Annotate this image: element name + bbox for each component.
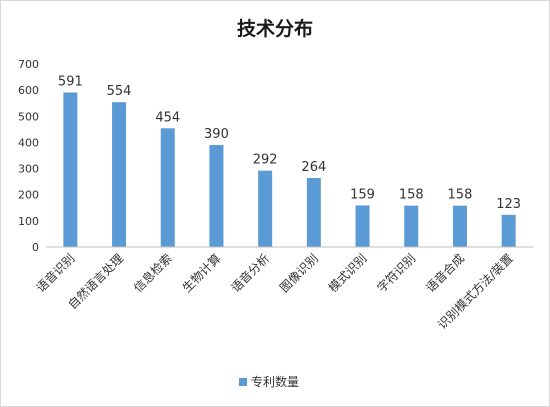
- bar: [452, 205, 467, 247]
- bar: [501, 214, 516, 247]
- bar: [258, 170, 273, 247]
- bars: 591 554 454 390 292 264 159 158 158 123: [58, 74, 521, 247]
- x-tick-label: 生物计算: [179, 251, 224, 296]
- data-label: 554: [107, 84, 132, 99]
- legend-label: 专利数量: [251, 374, 299, 389]
- y-tick-label: 400: [18, 136, 39, 149]
- bar: [306, 177, 321, 247]
- x-tick-label: 字符识别: [374, 251, 419, 296]
- data-label: 123: [496, 197, 521, 212]
- bar: [160, 128, 175, 247]
- y-tick-label: 100: [18, 215, 39, 228]
- data-label: 454: [155, 110, 180, 125]
- x-tick-label: 语音分析: [228, 251, 273, 296]
- y-tick-label: 0: [32, 241, 39, 254]
- data-label: 264: [301, 160, 326, 175]
- legend: 专利数量: [239, 374, 299, 389]
- x-tick-label: 模式识别: [326, 251, 370, 295]
- y-tick-label: 700: [18, 58, 39, 71]
- y-tick-label: 200: [18, 189, 39, 202]
- chart-title: 技术分布: [237, 17, 313, 40]
- data-label: 591: [58, 74, 83, 89]
- y-tick-label: 600: [18, 84, 39, 97]
- data-label: 158: [399, 188, 424, 203]
- data-label: 292: [253, 153, 278, 168]
- y-axis: 0 100 200 300 400 500 600 700: [18, 58, 39, 254]
- bar: [63, 92, 78, 247]
- data-label: 390: [204, 127, 229, 142]
- bar: [355, 205, 370, 247]
- legend-swatch: [239, 378, 247, 386]
- x-tick-label: 语音合成: [423, 251, 468, 296]
- y-tick-label: 500: [18, 110, 39, 123]
- x-tick-label: 信息检索: [130, 251, 175, 296]
- bar: [112, 102, 127, 247]
- y-tick-label: 300: [18, 163, 39, 176]
- data-label: 159: [350, 187, 375, 202]
- bar: [209, 145, 224, 247]
- x-tick-label: 图像识别: [277, 251, 321, 295]
- data-label: 158: [448, 188, 473, 203]
- bar: [404, 205, 419, 247]
- x-tick-label: 语音识别: [33, 251, 78, 296]
